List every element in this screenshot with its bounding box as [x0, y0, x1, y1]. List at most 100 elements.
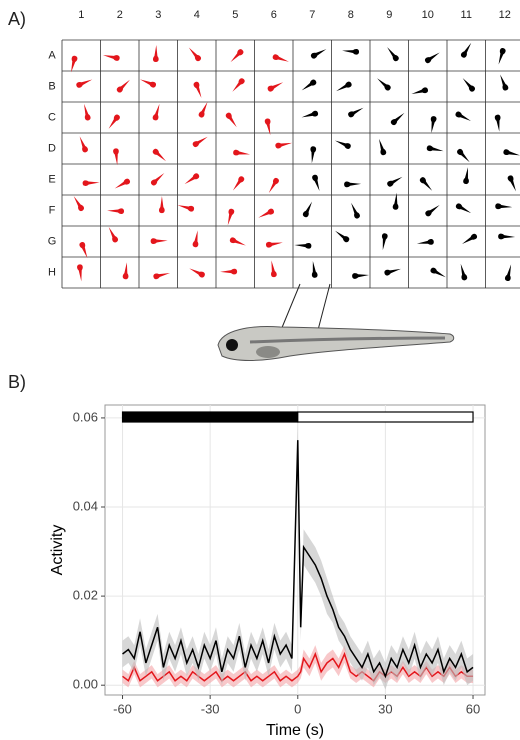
larva [198, 101, 208, 118]
column-label: 6 [271, 9, 277, 21]
y-tick-label: 0.02 [73, 588, 98, 603]
larva [494, 114, 501, 132]
larva [227, 208, 235, 226]
larva [462, 233, 478, 244]
row-label: G [48, 235, 57, 247]
larva [426, 145, 444, 152]
row-label: F [49, 204, 56, 216]
larva [225, 112, 237, 128]
larva [387, 47, 399, 62]
y-axis-title: Activity [49, 525, 66, 576]
column-label: 12 [499, 9, 511, 21]
larva [498, 48, 506, 65]
larva [77, 264, 83, 282]
larva [419, 177, 433, 191]
larva [504, 264, 512, 282]
x-tick-label: 0 [294, 701, 301, 716]
larva [294, 242, 312, 249]
larva [507, 175, 516, 192]
larva [301, 110, 319, 118]
column-label: 7 [309, 9, 315, 21]
column-label: 2 [117, 9, 123, 21]
larva [348, 107, 364, 118]
larva [266, 241, 283, 248]
column-label: 3 [155, 9, 161, 21]
larva [150, 173, 165, 186]
larva [392, 192, 399, 210]
larva [79, 136, 88, 153]
larva [336, 81, 352, 92]
larva [71, 55, 78, 73]
larva [462, 78, 476, 92]
column-label: 9 [386, 9, 392, 21]
series-line [122, 651, 474, 682]
column-label: 1 [78, 9, 84, 21]
column-label: 10 [422, 9, 434, 21]
larva [177, 205, 195, 212]
larva [76, 79, 93, 88]
larva [416, 239, 434, 245]
larva [233, 149, 251, 156]
larva [495, 203, 513, 210]
y-tick-label: 0.06 [73, 409, 98, 424]
larva [229, 237, 246, 246]
larva [159, 196, 165, 214]
row-label: E [48, 173, 55, 185]
error-band [122, 422, 474, 690]
x-tick-label: 30 [378, 701, 392, 716]
larva [390, 112, 405, 126]
larva [122, 262, 129, 280]
larva [500, 74, 509, 91]
series-line [122, 440, 474, 679]
larva [335, 230, 350, 243]
larva [82, 180, 100, 187]
larva [192, 230, 199, 248]
larva [455, 203, 472, 214]
larva [342, 48, 360, 55]
larva [189, 268, 205, 278]
larva [258, 208, 274, 218]
larva [377, 78, 391, 91]
larva [102, 55, 120, 61]
row-label: D [48, 142, 56, 154]
larva [108, 226, 119, 243]
larva [188, 47, 202, 62]
larva [220, 268, 238, 275]
larva [232, 78, 245, 92]
y-tick-label: 0.00 [73, 677, 98, 692]
larva [79, 241, 88, 259]
larva [503, 149, 520, 156]
larva [352, 273, 370, 279]
larva [107, 208, 125, 214]
larva [334, 140, 351, 149]
row-label: C [48, 111, 56, 123]
larva [230, 49, 244, 63]
larva [271, 260, 277, 278]
larva [84, 103, 91, 121]
row-label: B [48, 80, 55, 92]
larva [411, 87, 429, 94]
larva [311, 260, 318, 278]
larva [498, 233, 516, 240]
larva [302, 201, 313, 218]
larva [108, 114, 120, 129]
larva [192, 136, 208, 148]
larva [387, 176, 403, 187]
larva [310, 146, 317, 164]
larva [460, 263, 468, 281]
larva-illustration [217, 283, 455, 361]
x-tick-label: -60 [113, 701, 132, 716]
x-tick-label: 60 [466, 701, 480, 716]
larva [381, 233, 388, 251]
larva [272, 54, 289, 62]
column-label: 11 [461, 9, 472, 21]
larva [384, 268, 401, 276]
larva [457, 148, 470, 163]
row-label: H [48, 266, 56, 278]
larva [455, 111, 471, 121]
larva [424, 52, 440, 64]
panel-label: A) [8, 9, 26, 29]
larva [425, 204, 440, 217]
larva [264, 118, 271, 136]
